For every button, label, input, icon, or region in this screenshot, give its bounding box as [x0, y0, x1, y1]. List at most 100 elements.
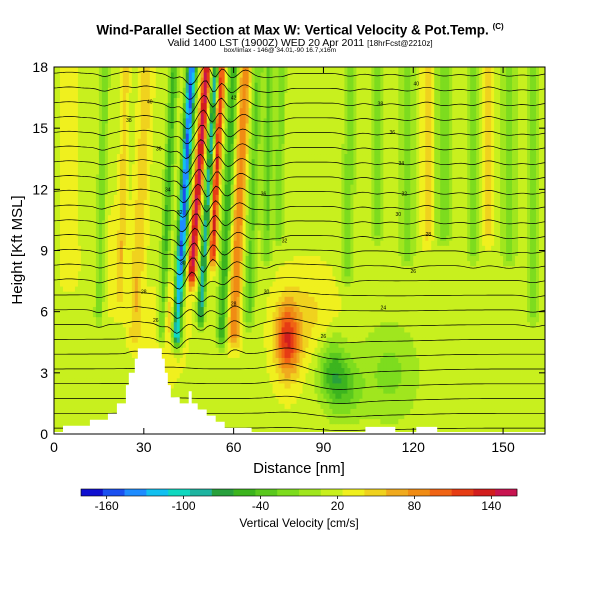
- velocity-cell: [311, 393, 315, 399]
- velocity-cell: [119, 388, 124, 394]
- velocity-cell: [452, 362, 456, 369]
- velocity-cell: [332, 332, 336, 338]
- velocity-cell: [284, 372, 288, 379]
- velocity-cell: [437, 393, 441, 399]
- velocity-cell: [536, 281, 540, 287]
- velocity-cell: [212, 311, 217, 318]
- velocity-cell: [527, 296, 531, 302]
- velocity-cell: [218, 275, 223, 282]
- velocity-cell: [494, 413, 498, 420]
- velocity-cell: [527, 367, 531, 374]
- velocity-cell: [407, 301, 411, 307]
- velocity-cell: [233, 408, 238, 415]
- velocity-cell: [332, 311, 336, 318]
- velocity-cell: [464, 403, 468, 409]
- velocity-cell: [344, 352, 348, 358]
- velocity-cell: [185, 362, 190, 369]
- velocity-cell: [515, 286, 519, 292]
- velocity-cell: [461, 342, 465, 348]
- velocity-cell: [257, 286, 261, 292]
- velocity-cell: [320, 357, 324, 364]
- velocity-cell: [323, 291, 327, 297]
- velocity-cell: [302, 316, 306, 323]
- velocity-cell: [395, 306, 399, 313]
- velocity-cell: [428, 337, 432, 343]
- velocity-cell: [197, 311, 202, 318]
- velocity-cell: [185, 286, 190, 292]
- velocity-cell: [128, 347, 133, 353]
- velocity-cell: [482, 423, 486, 430]
- velocity-cell: [395, 347, 399, 353]
- velocity-cell: [506, 383, 510, 389]
- velocity-cell: [140, 332, 145, 338]
- velocity-cell: [164, 296, 169, 302]
- velocity-cell: [302, 337, 306, 343]
- velocity-cell: [236, 275, 241, 282]
- velocity-cell: [56, 286, 61, 292]
- velocity-cell: [143, 311, 148, 318]
- velocity-cell: [104, 398, 109, 404]
- velocity-cell: [323, 393, 327, 399]
- velocity-cell: [362, 383, 366, 389]
- velocity-cell: [479, 342, 483, 348]
- velocity-cell: [89, 383, 94, 389]
- velocity-cell: [383, 357, 387, 364]
- velocity-cell: [383, 393, 387, 399]
- velocity-cell: [290, 403, 294, 409]
- velocity-cell: [260, 296, 264, 302]
- velocity-cell: [533, 357, 537, 364]
- velocity-cell: [227, 408, 232, 415]
- velocity-cell: [431, 393, 435, 399]
- velocity-cell: [113, 337, 118, 343]
- velocity-cell: [308, 352, 312, 358]
- velocity-cell: [341, 408, 345, 415]
- velocity-cell: [110, 311, 115, 318]
- velocity-cell: [536, 393, 540, 399]
- velocity-cell: [218, 408, 223, 415]
- velocity-cell: [122, 296, 127, 302]
- velocity-cell: [482, 377, 486, 384]
- velocity-cell: [527, 291, 531, 297]
- velocity-cell: [83, 362, 88, 369]
- velocity-cell: [54, 388, 58, 394]
- velocity-cell: [68, 377, 73, 384]
- velocity-cell: [440, 418, 444, 425]
- velocity-cell: [284, 301, 288, 307]
- velocity-cell: [305, 362, 309, 369]
- velocity-cell: [281, 286, 285, 292]
- velocity-cell: [317, 286, 321, 292]
- velocity-cell: [269, 428, 273, 435]
- velocity-cell: [404, 372, 408, 379]
- velocity-cell: [290, 383, 294, 389]
- velocity-cell: [215, 418, 220, 425]
- velocity-cell: [272, 316, 276, 323]
- velocity-cell: [506, 367, 510, 374]
- velocity-cell: [107, 383, 112, 389]
- velocity-cell: [71, 393, 76, 399]
- velocity-cell: [440, 403, 444, 409]
- velocity-cell: [119, 347, 124, 353]
- velocity-cell: [170, 388, 175, 394]
- velocity-cell: [449, 347, 453, 353]
- velocity-cell: [176, 296, 181, 302]
- velocity-cell: [317, 347, 321, 353]
- velocity-cell: [266, 423, 270, 430]
- velocity-cell: [221, 286, 226, 292]
- velocity-cell: [206, 342, 211, 348]
- velocity-cell: [245, 286, 250, 292]
- velocity-cell: [503, 311, 507, 318]
- velocity-cell: [251, 357, 255, 364]
- velocity-cell: [395, 316, 399, 323]
- velocity-cell: [425, 357, 429, 364]
- velocity-cell: [74, 372, 79, 379]
- velocity-cell: [431, 342, 435, 348]
- velocity-cell: [395, 357, 399, 364]
- velocity-cell: [116, 281, 121, 287]
- velocity-cell: [275, 311, 279, 318]
- velocity-cell: [518, 408, 522, 415]
- velocity-cell: [266, 306, 270, 313]
- velocity-cell: [254, 357, 258, 364]
- velocity-cell: [443, 321, 447, 328]
- velocity-cell: [323, 321, 327, 328]
- velocity-cell: [518, 418, 522, 425]
